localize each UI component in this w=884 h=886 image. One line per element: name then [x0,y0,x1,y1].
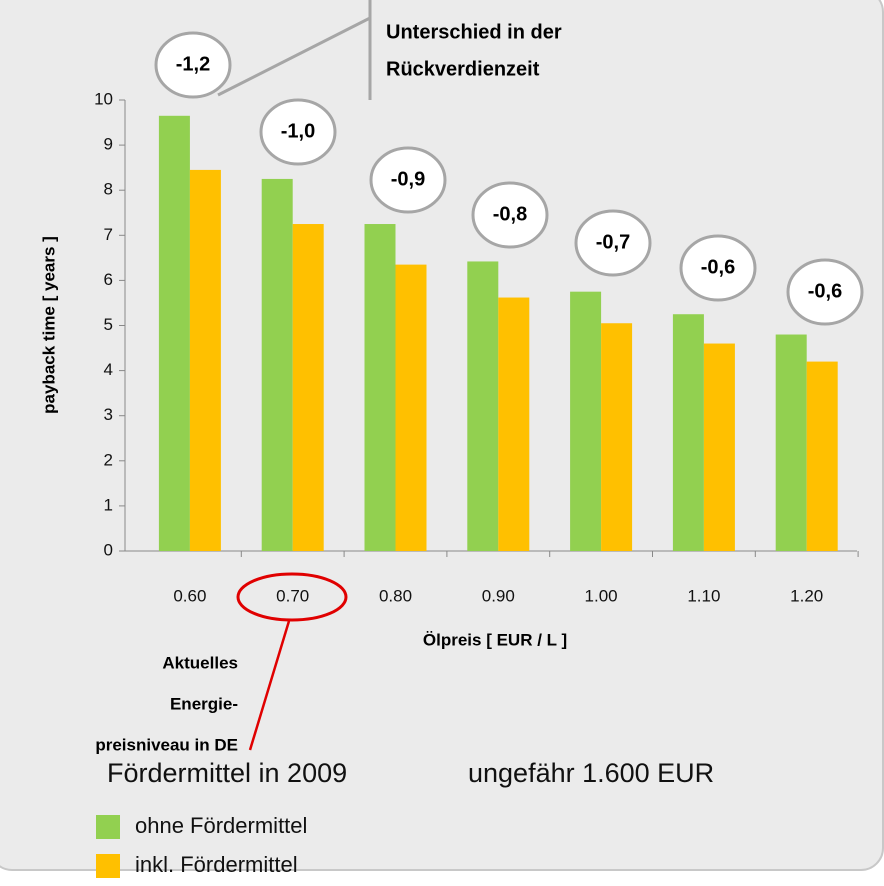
difference-label: -1,0 [281,120,315,142]
y-tick-label: 7 [104,225,113,244]
y-tick-label: 10 [94,89,113,108]
x-tick-label: 1.10 [687,586,720,605]
legend-label: ohne Fördermittel [135,813,307,838]
x-tick-label: 1.20 [790,586,823,605]
legend-swatch [96,854,120,878]
y-tick-label: 4 [104,360,113,379]
note: preisniveau in DE [95,735,238,754]
y-tick-label: 8 [104,180,113,199]
callout-text: Unterschied in der [386,21,562,43]
y-tick-label: 6 [104,270,113,289]
y-tick-label: 1 [104,495,113,514]
bar [467,261,499,551]
bar [570,291,602,551]
bar [775,334,807,551]
difference-label: -0,9 [391,168,425,190]
x-tick-label: 0.60 [173,586,206,605]
difference-label: -0,6 [808,280,842,302]
difference-label: -1,2 [176,53,210,75]
callout-text: Rückverdienzeit [386,58,540,80]
x-tick-label: 0.90 [482,586,515,605]
funding-value: ungefähr 1.600 EUR [468,758,714,788]
note: Energie- [170,694,238,713]
highlight-ring [236,572,348,622]
difference-bubble [471,181,549,249]
difference-bubble [786,258,864,326]
y-tick-label: 0 [104,540,113,559]
note: Aktuelles [162,653,238,672]
funding-label: Fördermittel in 2009 [107,758,347,788]
bar [364,224,396,551]
x-tick-label: 0.80 [379,586,412,605]
legend-label: inkl. Fördermittel [135,852,298,877]
bar [189,169,221,551]
bar [672,314,704,551]
x-axis-label: Ölpreis [ EUR / L ] [423,630,567,649]
bar [806,361,838,551]
difference-bubble [369,146,447,214]
callout-line [217,16,371,97]
y-tick-label: 9 [104,135,113,154]
bar [292,224,324,551]
x-tick-label: 1.00 [585,586,618,605]
difference-bubble [154,31,232,99]
bar [601,323,633,551]
y-tick-label: 3 [104,405,113,424]
difference-bubble [259,98,337,166]
difference-label: -0,7 [596,231,630,253]
bar [158,115,190,551]
difference-bubble [574,209,652,277]
y-tick-label: 5 [104,315,113,334]
y-axis-label: payback time [ years ] [39,236,58,414]
bar [395,264,427,551]
difference-label: -0,8 [493,203,527,225]
bar [498,297,530,551]
y-tick-label: 2 [104,450,113,469]
bar [703,343,735,551]
bar [261,178,293,552]
highlight-line [248,620,291,751]
x-tick-label: 0.70 [276,586,309,605]
legend-swatch [96,815,120,839]
difference-label: -0,6 [701,256,735,278]
difference-bubble [679,234,757,302]
